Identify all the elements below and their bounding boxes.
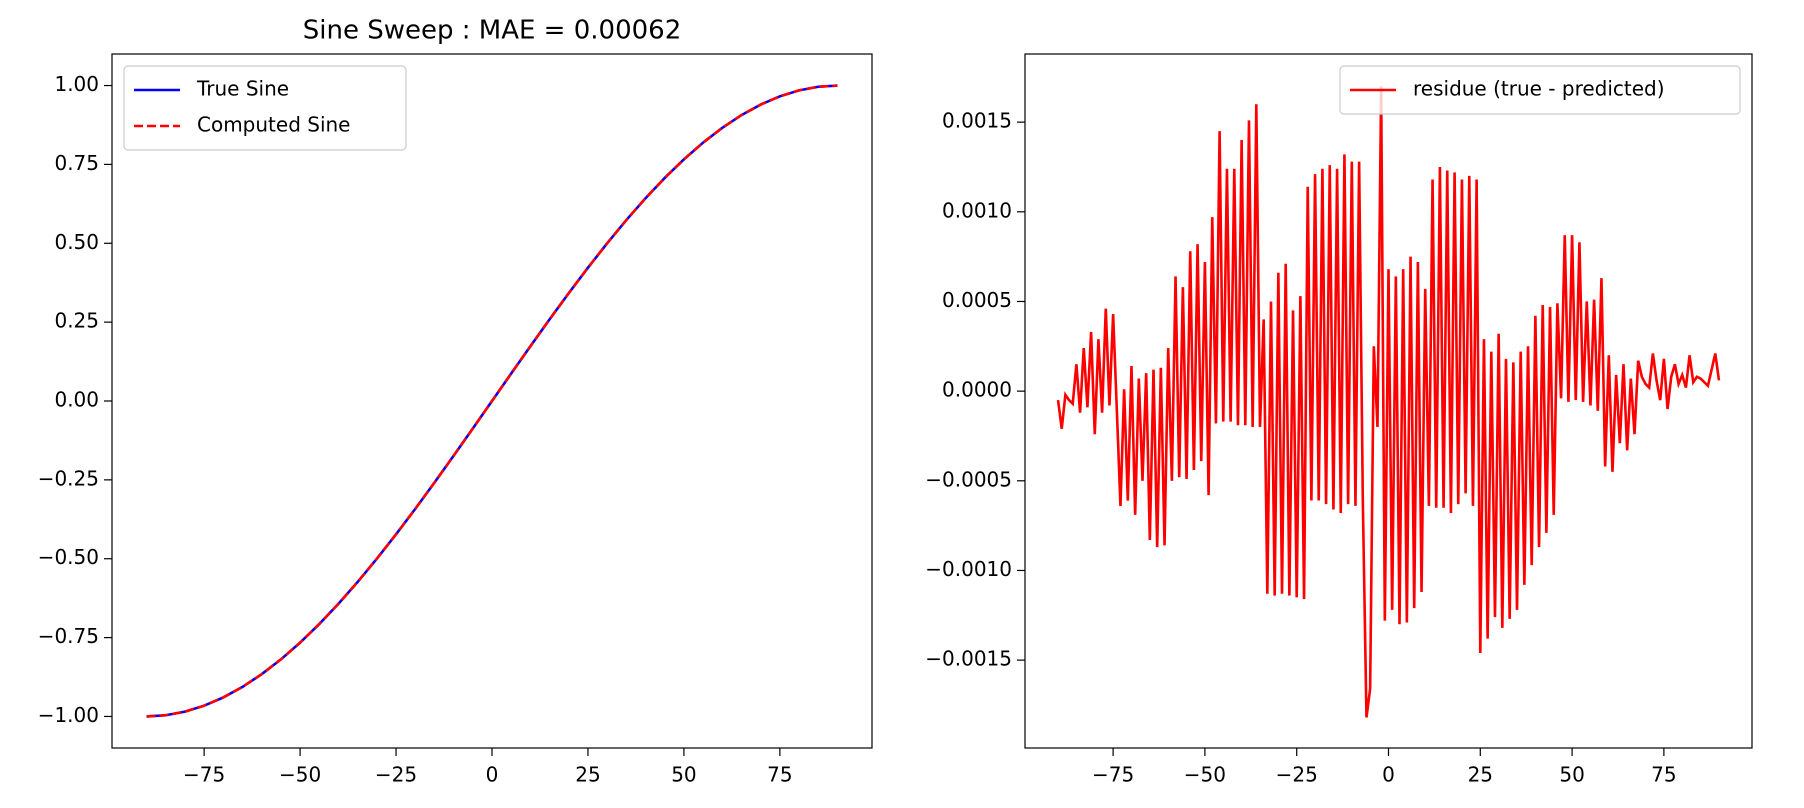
x-tick-label: 75 [1651, 763, 1676, 787]
legend-label: residue (true - predicted) [1413, 77, 1665, 101]
y-tick-label: 0.0010 [942, 198, 1012, 222]
y-tick-label: −0.0005 [925, 467, 1012, 491]
y-tick-label: 0.75 [54, 151, 99, 175]
x-tick-label: −50 [1184, 763, 1226, 787]
x-tick-label: 50 [671, 763, 696, 787]
y-tick-label: 0.0005 [942, 288, 1012, 312]
x-tick-label: 25 [575, 763, 600, 787]
x-tick-label: −50 [279, 763, 321, 787]
series-line [1056, 86, 1721, 718]
axes-frame [1024, 53, 1753, 749]
legend-box [123, 65, 407, 151]
series-line [146, 84, 838, 718]
x-tick-label: 0 [486, 763, 499, 787]
y-tick-label: −0.75 [38, 624, 99, 648]
x-tick-label: −75 [183, 763, 225, 787]
y-tick-label: 0.0000 [942, 378, 1012, 402]
y-tick-label: −0.50 [38, 545, 99, 569]
x-tick-label: −25 [375, 763, 417, 787]
y-tick-label: 0.0015 [942, 109, 1012, 133]
y-tick-label: −0.0010 [925, 557, 1012, 581]
chart-title: Sine Sweep : MAE = 0.00062 [303, 16, 682, 46]
y-tick-label: −1.00 [38, 703, 99, 727]
x-tick-label: −75 [1092, 763, 1134, 787]
legend-label: Computed Sine [197, 113, 351, 137]
y-tick-label: −0.25 [38, 466, 99, 490]
x-tick-label: 75 [767, 763, 792, 787]
x-tick-label: 0 [1382, 763, 1395, 787]
legend-label: True Sine [196, 77, 289, 101]
x-tick-label: −25 [1276, 763, 1318, 787]
x-tick-label: 50 [1559, 763, 1584, 787]
x-tick-label: 25 [1468, 763, 1493, 787]
y-tick-label: 0.50 [54, 230, 99, 254]
legend-box [1339, 65, 1741, 115]
y-tick-label: 0.25 [54, 309, 99, 333]
y-tick-label: 1.00 [54, 72, 99, 96]
y-tick-label: 0.00 [54, 388, 99, 412]
axes-frame [111, 53, 873, 749]
y-tick-label: −0.0015 [925, 647, 1012, 671]
